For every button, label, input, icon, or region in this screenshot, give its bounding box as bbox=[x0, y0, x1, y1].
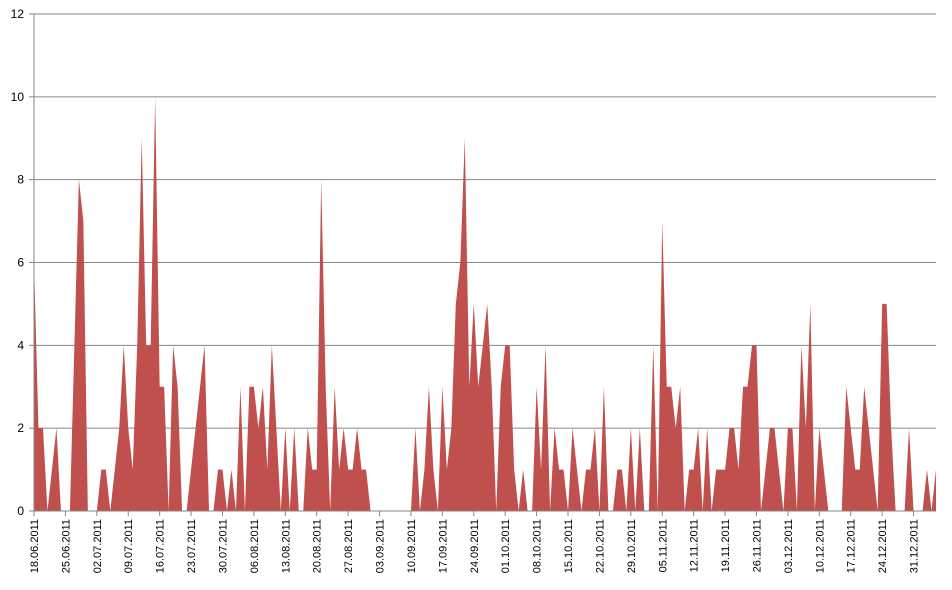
x-tick-label: 23.07.2011 bbox=[186, 519, 198, 573]
x-tick-label: 08.10.2011 bbox=[532, 519, 544, 573]
x-tick-label: 12.11.2011 bbox=[689, 519, 701, 572]
x-tick-label: 31.12.2011 bbox=[909, 519, 921, 573]
x-tick-label: 06.08.2011 bbox=[249, 519, 261, 573]
x-tick-label: 13.08.2011 bbox=[280, 519, 292, 573]
x-tick-label: 10.12.2011 bbox=[814, 519, 826, 573]
x-tick-label: 17.12.2011 bbox=[846, 519, 858, 573]
gridlines bbox=[34, 13, 936, 429]
x-tick-label: 03.12.2011 bbox=[783, 519, 795, 573]
y-tick-label: 12 bbox=[11, 7, 25, 21]
y-tick-label: 0 bbox=[17, 504, 24, 518]
x-tick-label: 18.06.2011 bbox=[29, 519, 41, 573]
area-series-path bbox=[34, 96, 936, 511]
x-tick-label: 17.09.2011 bbox=[437, 519, 449, 573]
x-tick-label: 03.09.2011 bbox=[375, 519, 387, 573]
x-tick-label: 16.07.2011 bbox=[155, 519, 167, 573]
x-tick-label: 10.09.2011 bbox=[406, 519, 418, 573]
y-tick-label: 6 bbox=[17, 256, 24, 270]
y-tick-label: 10 bbox=[11, 90, 25, 104]
y-tick-label: 4 bbox=[17, 338, 24, 352]
x-tick-labels: 18.06.2011 25.06.2011 02.07.2011 09.07.2011… bbox=[29, 519, 921, 573]
x-tick-label: 22.10.2011 bbox=[594, 519, 606, 573]
x-tick-label: 09.07.2011 bbox=[123, 519, 135, 573]
x-tick-label: 01.10.2011 bbox=[500, 519, 512, 573]
x-tick-label: 26.11.2011 bbox=[751, 519, 763, 572]
x-tick-label: 02.07.2011 bbox=[92, 519, 104, 573]
axes bbox=[29, 13, 936, 516]
y-tick-labels: 0 2 4 6 8 10 12 bbox=[11, 7, 25, 518]
y-tick-label: 8 bbox=[17, 173, 24, 187]
x-tick-label: 24.12.2011 bbox=[877, 519, 889, 573]
y-tick-label: 2 bbox=[17, 421, 24, 435]
x-tick-label: 25.06.2011 bbox=[60, 519, 72, 573]
x-tick-label: 20.08.2011 bbox=[312, 519, 324, 573]
x-tick-label: 19.11.2011 bbox=[720, 519, 732, 572]
x-tick-label: 30.07.2011 bbox=[217, 519, 229, 573]
x-tick-label: 27.08.2011 bbox=[343, 519, 355, 573]
x-tick-label: 15.10.2011 bbox=[563, 519, 575, 573]
x-tick-label: 24.09.2011 bbox=[469, 519, 481, 573]
series-area bbox=[34, 96, 936, 511]
x-tick-label: 29.10.2011 bbox=[626, 519, 638, 573]
x-tick-label: 05.11.2011 bbox=[657, 519, 669, 572]
